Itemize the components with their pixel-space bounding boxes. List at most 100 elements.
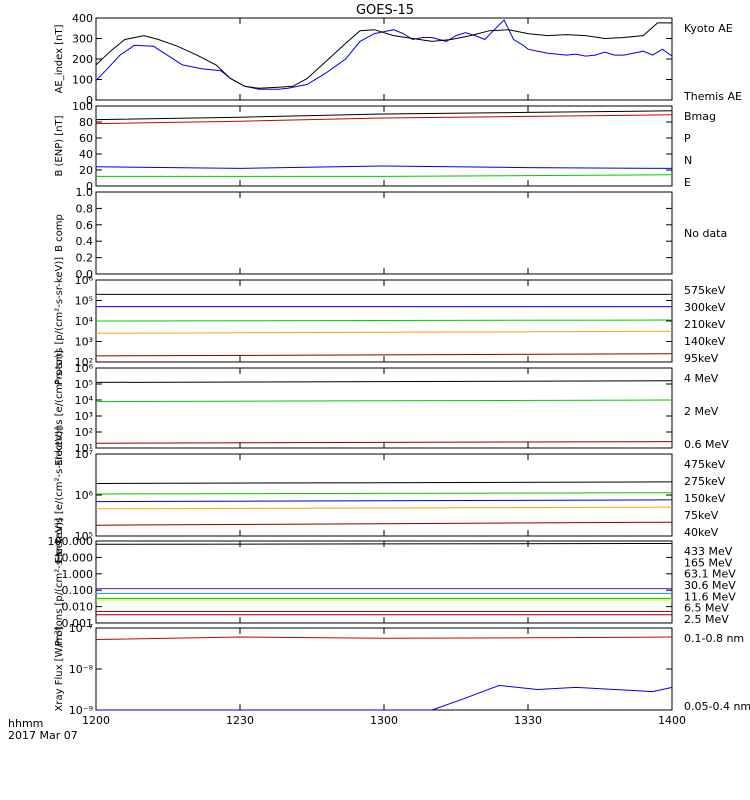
panel-frame [95,627,673,711]
series-line [95,114,673,125]
series-line [95,441,673,444]
series-line [95,636,673,640]
y-tick-label: 10⁻⁸ [69,663,94,676]
series-line [95,22,672,89]
y-axis-label: B (ENP) [nT] [54,115,65,176]
legend-label: 575keV [684,284,726,297]
legend-label: 4 MeV [684,372,719,385]
panel-5: 10¹ 10² 10³ 10⁴ 10⁵ 10⁶ Electrons [e/(cm²-s-sr… [54,350,729,466]
panel-2: 0 20 40 60 80 100 B (ENP) [nT] Bmag PNE [54,100,716,193]
y-tick-label: 10⁷ [75,448,93,461]
panel-7: 0.001 0.010 0.100 1.000 10.000 100.000Protons… [48,518,737,646]
no-data-note: No data [684,227,727,240]
legend-label: Kyoto AE [684,22,733,35]
panel-frame [95,191,673,275]
y-tick-label: 1.0 [76,186,94,199]
y-tick-label: 0.010 [62,601,94,614]
legend-label: P [684,132,691,145]
y-tick-label: 40 [79,148,93,161]
y-tick-label: 400 [72,12,93,25]
panel-frame [95,17,673,101]
y-tick-label: 10⁶ [75,274,94,287]
series-line [95,543,673,545]
legend-label: 165 MeV [684,556,733,569]
y-tick-label: 10⁵ [75,378,93,391]
legend-label: 2.5 MeV [684,613,729,626]
legend-label: Bmag [684,110,716,123]
legend-label: 75keV [684,509,719,522]
y-tick-label: 10² [75,426,93,439]
legend-label: 433 MeV [684,545,733,558]
y-tick-label: 0.4 [76,235,94,248]
y-tick-label: 0.001 [62,617,94,630]
y-axis-label: Xray Flux [W/m²] [54,626,65,711]
series-line [95,399,673,403]
y-tick-label: 10.000 [55,551,94,564]
y-tick-label: 0 [86,180,93,193]
y-tick-label: 0.2 [76,252,94,265]
y-tick-label: 10³ [75,336,93,349]
series-line [95,165,673,169]
y-tick-label: 200 [72,53,93,66]
y-tick-label: 300 [72,33,93,46]
legend-label: 475keV [684,458,726,471]
legend-label: E [684,176,691,189]
series-line [95,492,673,495]
y-tick-label: 10⁵ [75,530,93,543]
series-line [95,353,673,357]
y-tick-label: 10³ [75,410,93,423]
y-tick-label: 10⁻⁷ [69,622,93,635]
y-tick-label: 100 [72,100,93,113]
x-tick-label: 1200 [82,714,110,727]
legend-label: 0.6 MeV [684,438,729,451]
y-axis-label: Protons [p/(cm²-s-sr-keV)] [54,257,65,385]
y-axis-label: AE_index [nT] [54,24,65,93]
legend-label: 63.1 MeV [684,568,736,581]
legend-label: 275keV [684,475,726,488]
series-line [95,110,673,121]
y-tick-label: 10² [75,356,93,369]
y-tick-label: 100.000 [48,535,94,548]
series-line [95,481,673,484]
series-line [95,506,673,510]
y-tick-label: 80 [79,116,93,129]
y-tick-label: 10⁶ [75,489,94,502]
y-tick-label: 0 [86,94,93,107]
panel-3: 0.0 0.2 0.4 0.6 0.8 1.0 B comp No data [54,186,727,281]
legend-label: 140keV [684,335,726,348]
y-tick-label: 0.8 [76,202,94,215]
panel-6: 10⁵ 10⁶ 10⁷ Electrons [e/(cm²-s-sr-keV)] 475… [54,426,726,563]
panel-4: 10² 10³ 10⁴ 10⁵ 10⁶ Protons [p/(cm²-s-sr-keV)… [54,257,726,385]
footer-line2: 2017 Mar 07 [8,729,78,742]
y-tick-label: 0.6 [76,219,94,232]
footer-line1: hhmm [8,717,43,730]
series-line [95,330,673,334]
series-line [95,521,673,526]
y-axis-label: Protons [p/(cm²-s-sr-keV)] [54,518,65,646]
legend-label: 300keV [684,301,726,314]
legend-label: 11.6 MeV [684,590,736,603]
y-tick-label: 10¹ [75,442,93,455]
y-axis-label: B comp [54,214,65,252]
y-tick-label: 10⁴ [75,394,94,407]
y-tick-label: 20 [79,164,93,177]
legend-label: 2 MeV [684,405,719,418]
series-line [95,19,673,90]
series-line [96,174,673,177]
chart-title: GOES-15 [356,3,414,18]
y-tick-label: 1.000 [62,568,94,581]
legend-label: 0.1-0.8 nm [684,632,744,645]
legend-label: 40keV [684,526,719,539]
panel-8: 10⁻⁹ 10⁻⁸ 10⁻⁷ Xray Flux [W/m²] 0.1-0.8 nm 0.… [54,622,750,717]
y-tick-label: 0.100 [62,584,94,597]
legend-label: Themis AE [683,90,742,103]
y-tick-label: 10⁻⁹ [69,704,93,717]
series-line [96,684,673,711]
series-line [95,319,673,322]
y-tick-label: 100 [72,74,93,87]
x-tick-label: 1330 [514,714,542,727]
series-line [95,380,673,383]
legend-label: 210keV [684,318,726,331]
y-tick-label: 10⁴ [75,315,94,328]
x-tick-label: 1400 [658,714,686,727]
